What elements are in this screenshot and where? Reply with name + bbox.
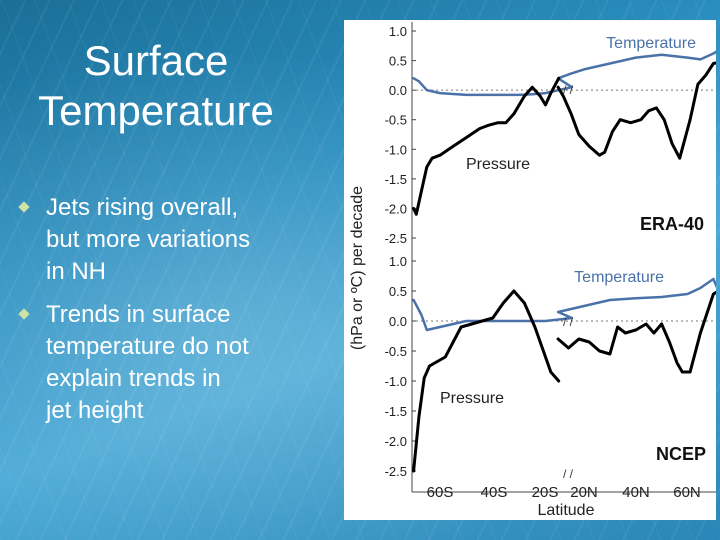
y-tick-label: -2.5 — [385, 231, 407, 246]
y-tick-label: -1.0 — [385, 142, 407, 157]
bullet-line: jet height — [46, 397, 144, 424]
dataset-label: ERA-40 — [640, 214, 704, 234]
dataset-label: NCEP — [656, 444, 706, 464]
pressure-series-line-north — [556, 61, 716, 160]
y-tick-label: 0.0 — [389, 83, 407, 98]
bullet-list: Jets rising overall, but more variations… — [18, 192, 340, 438]
y-tick-label: 0.5 — [389, 54, 407, 69]
bullet-item: Jets rising overall, but more variations… — [18, 192, 340, 288]
slide-title-line-1: Surface — [83, 37, 229, 84]
y-tick-label: -2.0 — [385, 201, 407, 216]
bullet-diamond-icon — [18, 308, 30, 320]
x-tick-label: 60S — [427, 484, 454, 501]
y-tick-label: 0.0 — [389, 314, 407, 329]
y-tick-label: 1.0 — [389, 24, 407, 39]
y-tick-label: -0.5 — [385, 113, 407, 128]
y-tick-label: -1.0 — [385, 374, 407, 389]
bullet-line: in NH — [46, 258, 107, 285]
x-axis-label: Latitude — [538, 502, 595, 519]
slide-title-line-2: Temperature — [38, 87, 274, 134]
axis-breaks: / / / / / / — [563, 83, 574, 481]
figure-panel: (hPa or ºC) per decade Temperature Press… — [344, 20, 716, 520]
bullet-line: Jets rising overall, — [46, 194, 239, 221]
temperature-label: Temperature — [606, 35, 696, 52]
pressure-label: Pressure — [440, 390, 504, 407]
chart-panel-era40: Temperature Pressure ERA-40 1.0 0.5 0.0 -0.… — [385, 22, 716, 260]
temperature-series-line — [412, 277, 716, 332]
pressure-series-line-south — [412, 289, 561, 473]
y-tick-label: 0.5 — [389, 284, 407, 299]
bullet-item: Trends in surface temperature do not exp… — [18, 299, 340, 427]
bullet-diamond-icon — [18, 201, 30, 213]
bullet-line: temperature do not — [46, 333, 249, 360]
y-tick-label: 1.0 — [389, 254, 407, 269]
x-tick-label: 20N — [570, 484, 598, 501]
pressure-series-line-south — [412, 76, 561, 216]
x-tick-labels: 60S 40S 20S 20N 40N 60N — [427, 484, 701, 501]
y-tick-label: -1.5 — [385, 404, 407, 419]
pressure-label: Pressure — [466, 156, 530, 173]
x-tick-label: 60N — [673, 484, 701, 501]
axis-break-mark: / / — [563, 83, 574, 97]
x-tick-label: 40N — [622, 484, 650, 501]
axis-break-mark: / / — [563, 467, 574, 481]
trend-chart: (hPa or ºC) per decade Temperature Press… — [349, 22, 716, 519]
temperature-label: Temperature — [574, 269, 664, 286]
y-tick-label: -2.5 — [385, 464, 407, 479]
y-tick-label: -0.5 — [385, 344, 407, 359]
chart-panel-ncep: Temperature Pressure NCEP 1.0 0.5 0.0 -0.5 -… — [385, 254, 716, 493]
temperature-series-line — [412, 50, 716, 97]
y-axis-label: (hPa or ºC) per decade — [349, 186, 366, 350]
axis-break-mark: / / — [563, 315, 574, 329]
y-tick-label: -1.5 — [385, 172, 407, 187]
pressure-series-line-north — [556, 290, 716, 374]
bullet-line: Trends in surface — [46, 301, 231, 328]
y-tick-label: -2.0 — [385, 434, 407, 449]
bullet-line: but more variations — [46, 226, 251, 253]
x-tick-label: 40S — [481, 484, 508, 501]
slide-title: Surface Temperature — [0, 36, 312, 136]
bullet-line: explain trends in — [46, 365, 221, 392]
x-tick-label: 20S — [532, 484, 559, 501]
